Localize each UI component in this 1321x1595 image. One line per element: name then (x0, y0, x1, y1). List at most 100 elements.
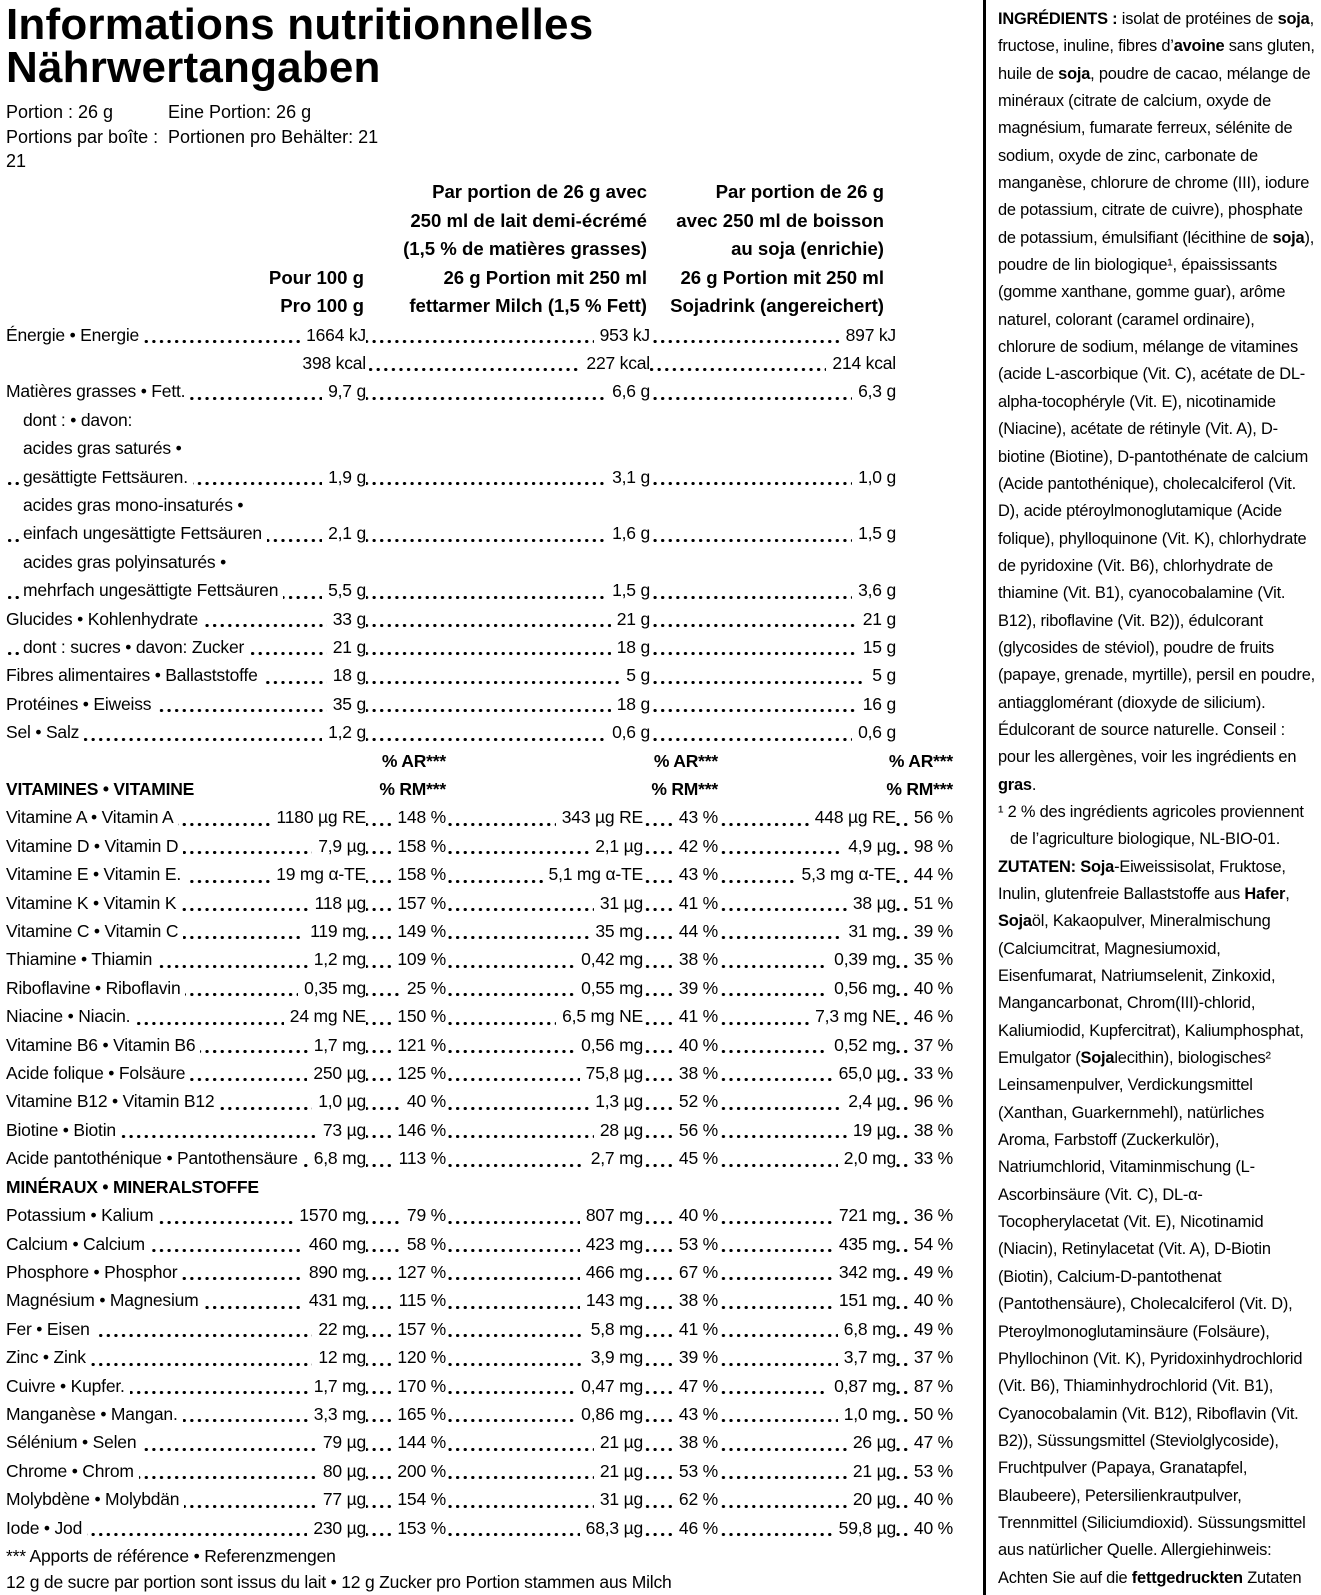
value-text: 68,3 µg (579, 1517, 643, 1538)
value-text: 148 % (391, 807, 446, 828)
row-value: 18 g (6, 633, 650, 661)
percent-reference-header: % AR*** (6, 747, 446, 775)
dot-leader (8, 623, 896, 627)
percent-header-text: % AR*** (882, 750, 953, 771)
row-value: 165 % (6, 1400, 446, 1428)
value-text: 39 % (907, 921, 953, 942)
value-text: 109 % (391, 949, 446, 970)
row-value: 40 % (6, 1201, 718, 1229)
value-text: 46 % (907, 1006, 953, 1027)
row-value: 21 µg (6, 1457, 896, 1485)
value-text: 890 mg (302, 1261, 366, 1282)
dot-leader (8, 879, 951, 883)
value-text: 18 g (610, 693, 650, 714)
value-text: 41 % (672, 1006, 718, 1027)
value-text: 118 µg (308, 892, 366, 913)
row-value: 18 g (6, 690, 650, 718)
row-value: 5,5 g (6, 576, 366, 604)
value-text: 200 % (391, 1460, 446, 1481)
row-label: Riboflavine • Riboflavin (6, 973, 186, 1003)
row-value: 59,8 µg (6, 1514, 896, 1542)
table-row: Magnésium • Magnesium 431 mg 115 % 143 mg 38… (6, 1286, 958, 1315)
column-header-soy-drink: Par portion de 26 g avec 250 ml de boisso… (6, 178, 884, 321)
row-value: 41 % (6, 889, 718, 917)
table-row: Matières grasses • Fett. 9,7 g 6,6 g 6,3 g (6, 377, 958, 406)
row-value: 40 % (6, 1485, 953, 1513)
table-row: Manganèse • Mangan. 3,3 mg 165 % 0,86 mg 43 … (6, 1399, 958, 1429)
value-text: 2,1 µg (589, 835, 643, 856)
row-value: 150 % (6, 1002, 446, 1030)
row-value: 65,0 µg (6, 1059, 896, 1087)
table-row: Vitamine B6 • Vitamin B6 1,7 mg 121 % 0,56 … (6, 1030, 958, 1060)
row-value: 43 % (6, 1400, 718, 1428)
row-value: 214 kcal (6, 349, 896, 377)
dot-leader (8, 1362, 951, 1366)
row-value: 40 % (6, 1514, 953, 1542)
footnotes: *** Apports de référence • Referenzmenge… (6, 1543, 958, 1595)
row-value: 0,47 mg (6, 1372, 643, 1400)
column-header-per-100g: Pour 100 g Pro 100 g (6, 264, 364, 321)
table-row: mehrfach ungesättigte Fettsäuren 5,5 g 1,5… (6, 576, 958, 605)
row-value: 1,0 g (6, 463, 896, 491)
value-text: 3,1 g (606, 466, 650, 487)
table-row: acides gras saturés • (6, 434, 958, 463)
row-value: 4,9 µg (6, 832, 896, 860)
row-value: 3,7 mg (6, 1343, 896, 1371)
value-text: 79 % (400, 1205, 446, 1226)
row-value: 5 g (6, 661, 896, 689)
value-text: 5,8 mg (584, 1318, 643, 1339)
row-value: 342 mg (6, 1258, 896, 1286)
value-text: 448 µg RE (808, 807, 896, 828)
value-text: 1,3 µg (589, 1091, 643, 1112)
row-value: 75,8 µg (6, 1059, 643, 1087)
row-value: 6,6 g (6, 377, 650, 405)
dot-leader (8, 709, 896, 713)
table-row: Molybdène • Molybdän 77 µg 154 % 31 µg 62 % 2… (6, 1485, 958, 1514)
value-text: 26 µg (846, 1432, 896, 1453)
row-value: 0,87 mg (6, 1372, 896, 1400)
row-value: 7,9 µg (6, 832, 366, 860)
value-text: 1570 mg (293, 1205, 366, 1226)
value-text: 460 mg (302, 1233, 366, 1254)
ingredients-fr: INGRÉDIENTS : isolat de protéines de soj… (998, 10, 1315, 794)
value-text: 16 g (856, 693, 896, 714)
value-text: 40 % (907, 1517, 953, 1538)
dot-leader (8, 1390, 951, 1394)
value-text: 435 mg (832, 1233, 896, 1254)
value-text: 15 g (856, 636, 896, 657)
row-label: Potassium • Kalium (6, 1201, 159, 1230)
row-value: 24 mg NE (6, 1002, 366, 1030)
row-value: 31 µg (6, 889, 643, 917)
row-value: 18 g (6, 661, 366, 689)
table-row: Vitamine D • Vitamin D 7,9 µg 158 % 2,1 µg 4… (6, 831, 958, 861)
value-text: 22 mg (312, 1318, 366, 1339)
percent-header-text: % RM*** (645, 779, 718, 799)
value-text: 77 µg (316, 1489, 366, 1510)
row-label: Glucides • Kohlenhydrate (6, 604, 203, 633)
row-value: 19 mg α-TE (6, 860, 366, 888)
row-label: Molybdène • Molybdän (6, 1485, 185, 1514)
value-text: 121 % (391, 1034, 446, 1055)
nutrition-panel: Informations nutritionnelles Nährwertang… (6, 3, 958, 1595)
row-label: acides gras mono-insaturés • (23, 490, 249, 520)
row-value: 1,6 g (6, 519, 650, 547)
value-text: 144 % (391, 1432, 446, 1453)
value-text: 1,7 mg (307, 1375, 366, 1396)
value-text: 230 µg (307, 1517, 366, 1538)
row-label: einfach ungesättigte Fettsäuren (23, 519, 267, 548)
row-label: mehrfach ungesättigte Fettsäuren (23, 576, 284, 605)
row-value: 38 % (6, 1059, 718, 1087)
row-label: Vitamine C • Vitamin C (6, 917, 184, 946)
value-text: 3,7 mg (837, 1347, 896, 1368)
value-text: 214 kcal (826, 352, 896, 373)
value-text: 158 % (391, 835, 446, 856)
value-text: 56 % (907, 807, 953, 828)
value-text: 0,87 mg (828, 1375, 896, 1396)
dot-leader (8, 680, 896, 684)
value-text: 98 % (907, 835, 953, 856)
row-value: 41 % (6, 1002, 718, 1030)
value-text: 158 % (391, 864, 446, 885)
value-text: 19 mg α-TE (270, 864, 366, 885)
table-row: gesättigte Fettsäuren. 1,9 g 3,1 g 1,0 g (6, 462, 958, 491)
value-text: 5,1 mg α-TE (542, 864, 643, 885)
